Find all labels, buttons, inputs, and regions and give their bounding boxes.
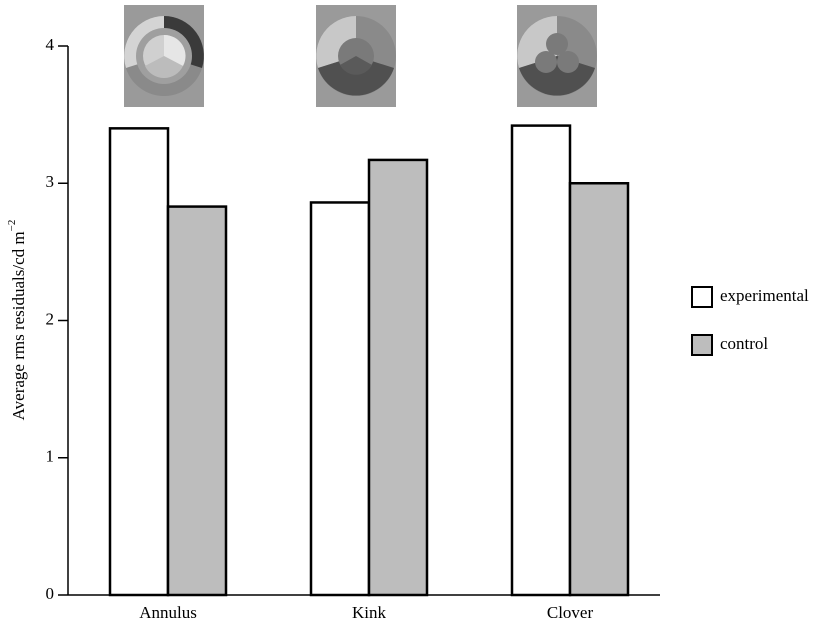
legend-label: experimental xyxy=(720,286,809,305)
legend-label: control xyxy=(720,334,768,353)
legend-swatch xyxy=(692,335,712,355)
y-axis-label-text: Average rms residuals/cd m xyxy=(9,231,28,420)
bar xyxy=(110,128,168,595)
icon-clover xyxy=(517,5,597,107)
y-tick-label: 4 xyxy=(46,35,55,54)
y-tick-label: 0 xyxy=(46,584,55,603)
chart: Average rms residuals/cd m−2 0 1 2 3 4 Annulu… xyxy=(0,0,839,628)
bar xyxy=(311,202,369,595)
bar xyxy=(512,126,570,595)
bar xyxy=(369,160,427,595)
icon-kink xyxy=(316,5,396,107)
x-tick-label: Clover xyxy=(547,603,594,622)
x-tick-label: Kink xyxy=(352,603,387,622)
legend-swatch xyxy=(692,287,712,307)
y-tick-label: 3 xyxy=(46,172,55,191)
bar xyxy=(570,183,628,595)
y-tick-label: 1 xyxy=(46,447,55,466)
y-tick-label: 2 xyxy=(46,309,55,328)
bar xyxy=(168,207,226,595)
x-tick-label: Annulus xyxy=(139,603,197,622)
y-axis-label-superscript: −2 xyxy=(6,220,18,232)
icon-annulus xyxy=(124,5,204,107)
y-axis-label: Average rms residuals/cd m−2 xyxy=(6,220,28,421)
